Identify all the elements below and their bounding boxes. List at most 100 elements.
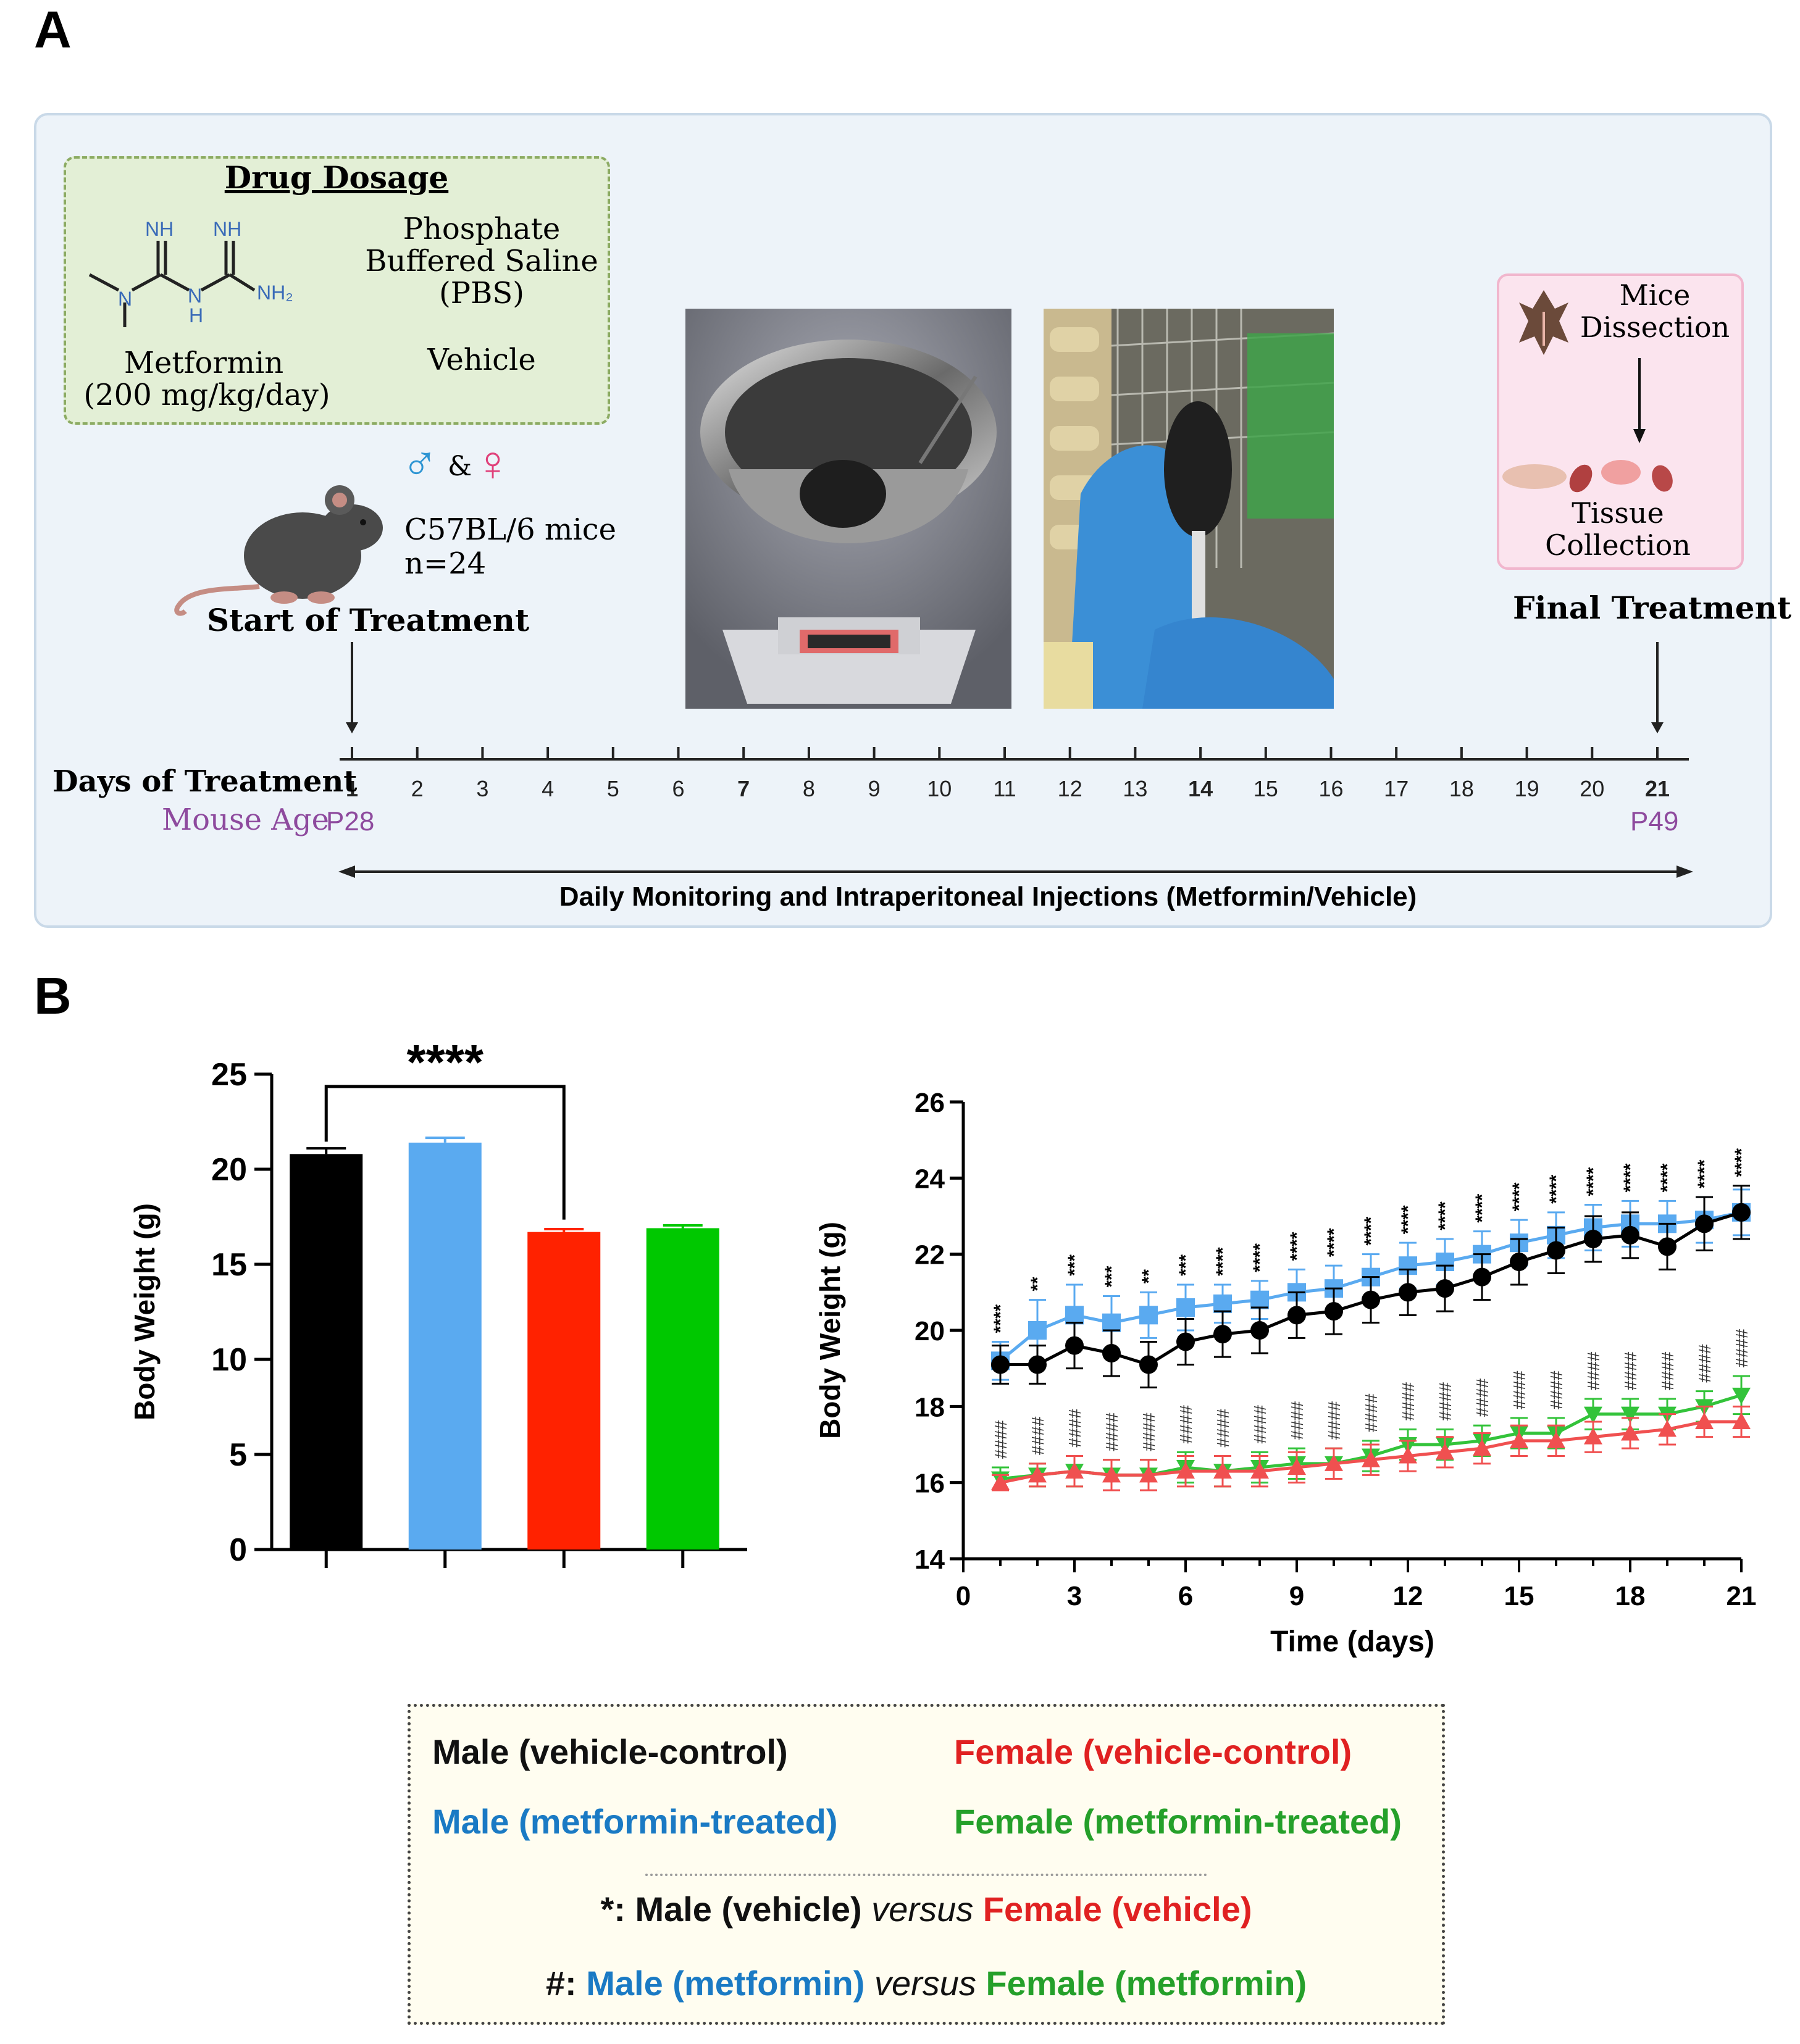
bar [646, 1228, 719, 1550]
legend-star-key: *: Male (vehicle) versus Female (vehicle… [408, 1889, 1445, 1929]
timeline-day-label: 16 [1318, 776, 1343, 801]
star-annotation: ** [1139, 1269, 1159, 1284]
bar-y-tick-label: 15 [211, 1247, 247, 1283]
series-point [1621, 1225, 1639, 1245]
line-chart: 14 16 18 20 22 24 26 0 3 6 9 12 15 18 21 Time (days) Bod… [814, 1088, 1757, 1658]
hash-annotation: #### [1287, 1401, 1307, 1440]
hash-female: Female (metformin) [986, 1964, 1307, 2003]
series-point [1732, 1203, 1751, 1222]
bar-y-tick-label: 0 [229, 1532, 247, 1568]
mouse-injection-photo [1044, 309, 1334, 709]
timeline-day-label: 10 [927, 776, 952, 801]
star-annotation: **** [1435, 1201, 1455, 1230]
struct-label-nh2: NH [213, 218, 241, 240]
monitoring-left-arrow-icon [338, 866, 355, 878]
monitoring-right-arrow-icon [1677, 866, 1693, 878]
hash-prefix: #: [545, 1964, 587, 2003]
age-end-label: P49 [1630, 806, 1679, 836]
dissection-line-1: Mice [1619, 278, 1691, 312]
series-point [1250, 1290, 1269, 1309]
timeline-day-label: 7 [737, 776, 750, 801]
series-point [1250, 1462, 1269, 1479]
hash-annotation: #### [1028, 1416, 1047, 1455]
star-annotation: **** [1213, 1247, 1233, 1276]
significance-stars: **** [406, 1035, 483, 1090]
star-annotation: **** [1731, 1148, 1752, 1177]
hash-annotation: #### [1510, 1370, 1529, 1409]
line-x-tick-label: 21 [1727, 1581, 1757, 1611]
series-point [1176, 1298, 1195, 1317]
series-point [1658, 1237, 1677, 1256]
struct-label-nh1: NH [145, 218, 174, 240]
timeline-day-label: 17 [1384, 776, 1409, 801]
male-symbol-icon: ♂ [401, 436, 438, 491]
series-point [1399, 1283, 1417, 1302]
star-annotation: **** [1361, 1217, 1381, 1246]
series-point [1065, 1462, 1084, 1479]
series-point [991, 1473, 1010, 1490]
timeline-day-label: 8 [803, 776, 815, 801]
hash-annotation: #### [1325, 1401, 1344, 1440]
timeline-day-label: 21 [1645, 776, 1670, 801]
metformin-dose: (200 mg/kg/day) [83, 378, 330, 412]
line-y-tick-label: 14 [915, 1545, 945, 1575]
dissection-arrow-icon [1633, 358, 1646, 443]
bar [290, 1154, 363, 1550]
struct-label-n2: N [188, 285, 202, 307]
line-x-axis-label: Time (days) [1270, 1625, 1434, 1658]
timeline-day-label: 3 [476, 776, 488, 801]
line-x-tick-label: 6 [1178, 1581, 1193, 1611]
mouse-age-label: Mouse Age [162, 803, 330, 837]
mouse-icon [174, 485, 383, 616]
drug-dosage-box [64, 156, 610, 425]
star-annotation: **** [990, 1304, 1011, 1333]
legend-female-metformin: Female (metformin-treated) [954, 1802, 1402, 1841]
legend-female-vehicle: Female (vehicle-control) [954, 1732, 1352, 1771]
hash-annotation: #### [991, 1420, 1010, 1459]
significance-bracket [324, 1085, 566, 1220]
tissue-organs-icon [1502, 460, 1673, 493]
series-point [1250, 1321, 1269, 1340]
series-point [1473, 1439, 1491, 1456]
timeline-day-label: 6 [672, 776, 684, 801]
series-point [1362, 1450, 1380, 1467]
struct-label-nh2-group: NH₂ [257, 282, 293, 304]
dissection-line-2: Dissection [1580, 311, 1730, 344]
series-point [1325, 1302, 1343, 1321]
star-annotation: **** [1472, 1194, 1492, 1223]
series-point [1213, 1462, 1232, 1479]
series-point [1139, 1355, 1158, 1374]
timeline-day-label: 12 [1058, 776, 1082, 801]
series-point [1621, 1424, 1639, 1441]
hash-annotation: #### [1176, 1405, 1195, 1444]
series-point [1065, 1336, 1084, 1355]
series-point [1621, 1406, 1639, 1424]
hash-annotation: #### [1658, 1351, 1677, 1390]
series-point [1510, 1253, 1528, 1271]
series-point [1547, 1431, 1565, 1448]
series-point [1584, 1427, 1602, 1445]
treatment-timeline: 1 2 3 4 5 6 7 8 9 10 11 12 13 14 15 16 17 18 19 20 21 [338, 642, 1693, 878]
series-point [1436, 1279, 1454, 1298]
series-point [1325, 1454, 1343, 1471]
star-prefix: *: [600, 1890, 635, 1929]
series-point [1732, 1412, 1751, 1429]
star-annotation: **** [1250, 1243, 1270, 1272]
timeline-day-label: 2 [411, 776, 424, 801]
hash-versus: versus [874, 1964, 976, 2003]
dissected-mouse-icon [1519, 290, 1568, 355]
series-point [1139, 1306, 1158, 1325]
pbs-label: Phosphate Buffered Saline (PBS) [358, 213, 605, 309]
vehicle-label: Vehicle [427, 343, 536, 377]
series-point [1287, 1306, 1306, 1325]
mice-count: n=24 [404, 546, 487, 581]
legend-box [408, 1704, 1445, 2025]
metformin-structure: NH NH N N H NH₂ [88, 218, 293, 327]
hash-annotation: #### [1362, 1393, 1381, 1432]
star-versus: versus [871, 1890, 974, 1929]
series-point [1436, 1443, 1454, 1460]
star-female: Female (vehicle) [982, 1890, 1252, 1929]
star-annotation: *** [1102, 1266, 1122, 1287]
series-point [1028, 1321, 1047, 1340]
line-series [991, 1185, 1751, 1388]
